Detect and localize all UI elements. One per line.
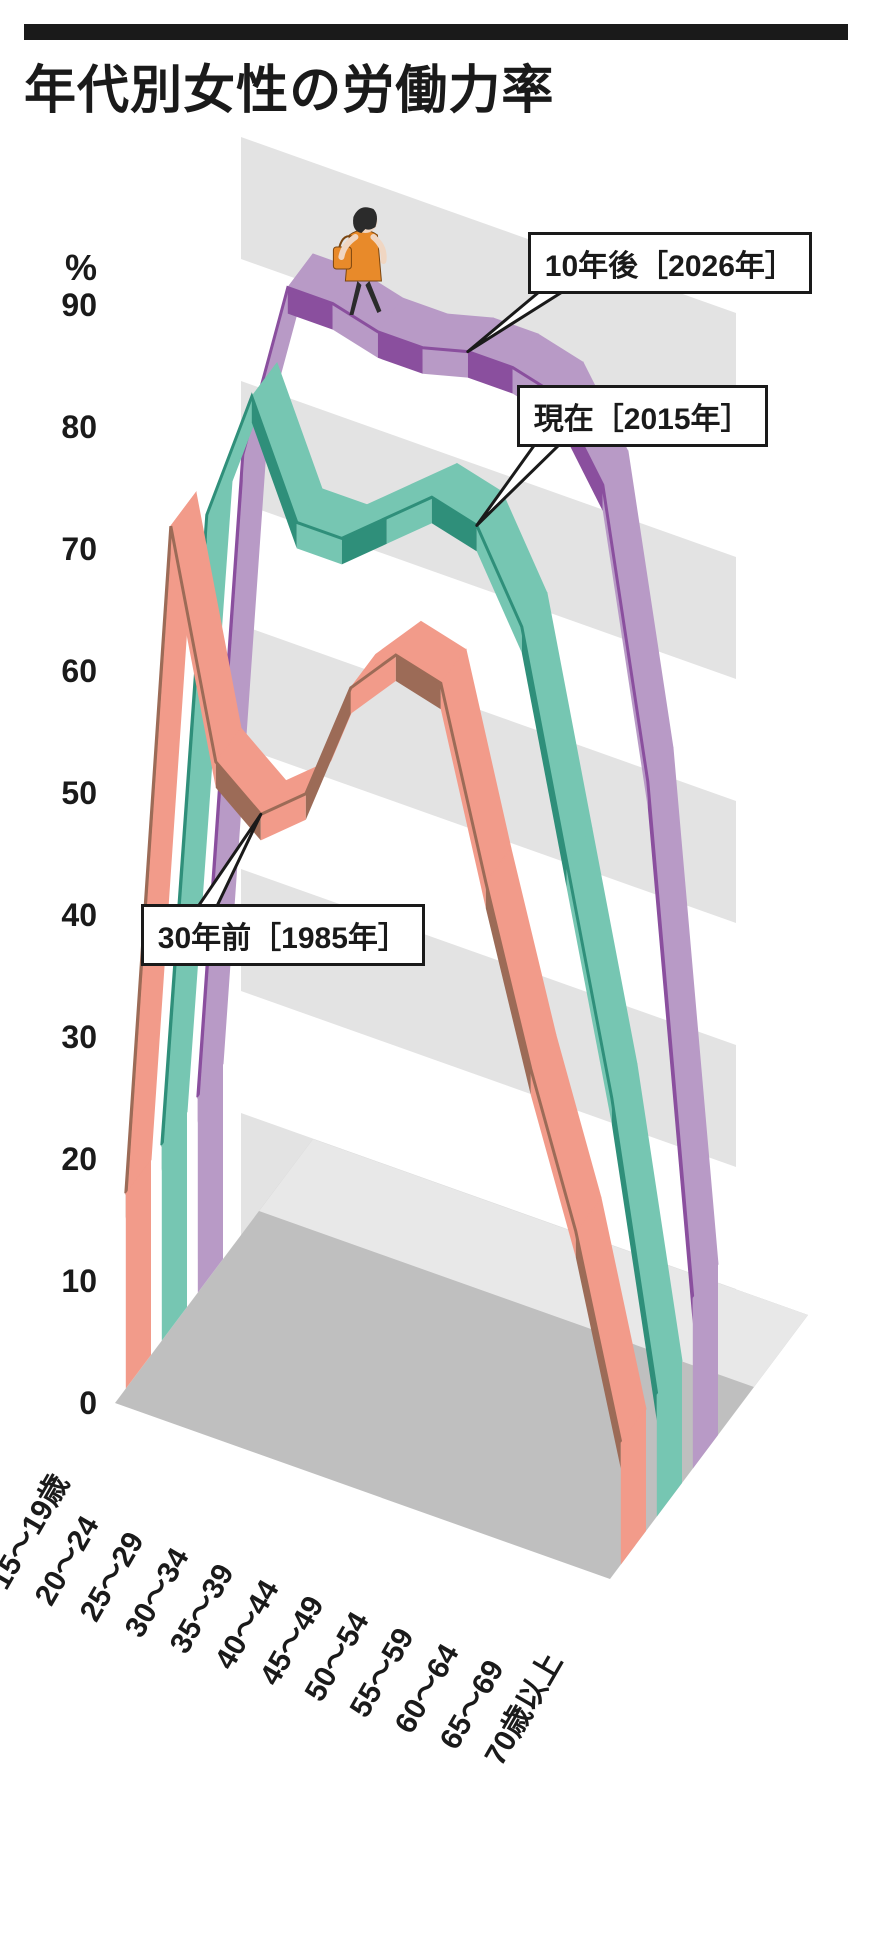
ytick-90: 90 <box>37 287 97 324</box>
callout-s2015: 現在［2015年］ <box>517 385 768 447</box>
callout-s1985: 30年前［1985年］ <box>141 904 425 966</box>
ytick-30: 30 <box>37 1019 97 1056</box>
y-unit: % <box>65 247 97 289</box>
ytick-0: 0 <box>37 1385 97 1422</box>
ytick-40: 40 <box>37 897 97 934</box>
ytick-50: 50 <box>37 775 97 812</box>
ytick-60: 60 <box>37 653 97 690</box>
ytick-10: 10 <box>37 1263 97 1300</box>
chart-area: %010203040506070809015〜19歳20〜2425〜2930〜3… <box>0 123 872 1923</box>
page-title: 年代別女性の労働力率 <box>24 48 848 123</box>
ytick-70: 70 <box>37 531 97 568</box>
top-rule <box>24 24 848 40</box>
callout-s2026: 10年後［2026年］ <box>528 232 812 294</box>
ytick-80: 80 <box>37 409 97 446</box>
ytick-20: 20 <box>37 1141 97 1178</box>
